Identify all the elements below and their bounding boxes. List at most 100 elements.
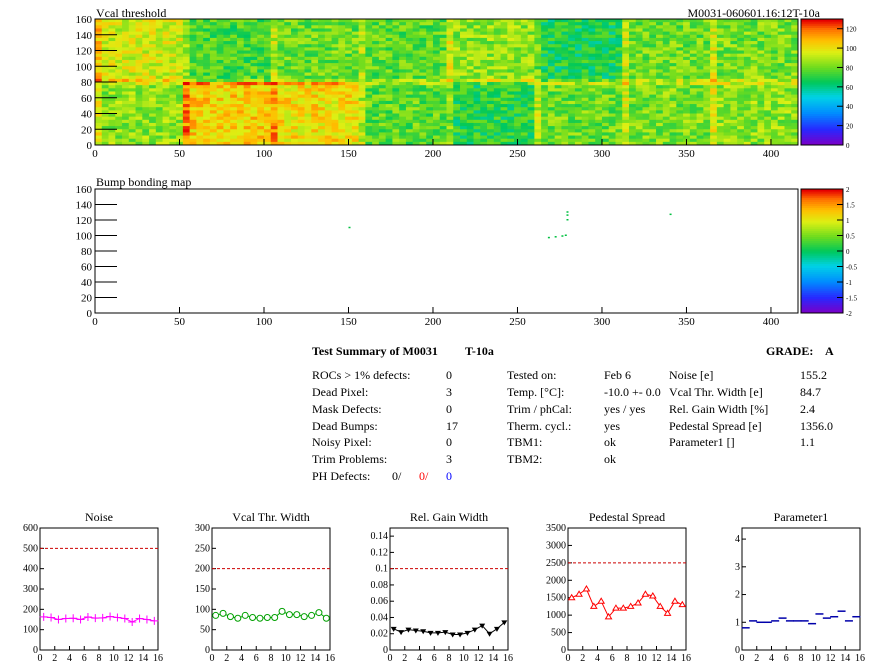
heatmap-cell: [182, 78, 191, 83]
heatmap-cell: [723, 94, 731, 99]
heatmap-cell: [635, 19, 643, 23]
heatmap-cell: [182, 107, 191, 111]
heatmap-cell: [331, 69, 339, 73]
heatmap-cell: [250, 63, 258, 67]
heatmap-cell: [487, 53, 495, 58]
heatmap-cell: [453, 69, 461, 73]
heatmap-cell: [777, 34, 785, 39]
heatmap-cell: [656, 72, 664, 77]
heatmap-cell: [770, 107, 779, 111]
heatmap-cell: [142, 119, 150, 124]
heatmap-cell: [358, 75, 366, 80]
heatmap-cell: [777, 50, 785, 55]
heatmap-cell: [588, 91, 596, 95]
x-tick-label: 4: [595, 653, 600, 664]
data-point: [61, 614, 70, 623]
heatmap-cell: [432, 53, 441, 58]
chart-title: Noise: [85, 510, 113, 524]
heatmap-cell: [439, 31, 447, 36]
heatmap-cell: [750, 113, 758, 118]
heatmap-cell: [236, 119, 245, 124]
colorbar-segment: [801, 298, 843, 302]
heatmap-cell: [730, 110, 738, 114]
colorbar-segment: [801, 261, 843, 264]
heatmap-cell: [764, 113, 772, 118]
heatmap-cell: [101, 85, 109, 89]
heatmap-cell: [182, 85, 191, 89]
heatmap-cell: [216, 63, 224, 67]
heatmap-cell: [95, 141, 103, 146]
heatmap-cell: [223, 31, 231, 36]
heatmap-cell: [683, 78, 691, 83]
heatmap-cell: [676, 82, 684, 86]
heatmap-cell: [385, 69, 393, 73]
heatmap-cell: [716, 47, 725, 51]
heatmap-cell: [122, 82, 130, 86]
heatmap-cell: [635, 97, 643, 102]
heatmap-cell: [615, 116, 623, 121]
heatmap-cell: [419, 37, 427, 42]
heatmap-cell: [432, 97, 441, 102]
heatmap-cell: [426, 85, 434, 89]
heatmap-cell: [149, 94, 157, 99]
heatmap-cell: [737, 104, 745, 108]
heatmap-cell: [649, 107, 657, 111]
heatmap-cell: [203, 53, 211, 58]
heatmap-cell: [460, 94, 468, 99]
heatmap-cell: [291, 63, 299, 67]
heatmap-cell: [385, 113, 393, 118]
heatmap-cell: [216, 56, 224, 61]
heatmap-cell: [493, 126, 501, 130]
heatmap-cell: [588, 113, 596, 118]
heatmap-cell: [622, 104, 630, 108]
colorbar-segment: [801, 75, 843, 79]
heatmap-cell: [115, 28, 123, 32]
heatmap-cell: [392, 132, 400, 136]
heatmap-cell: [182, 88, 191, 92]
heatmap-cell: [419, 69, 427, 73]
heatmap-cell: [710, 126, 718, 130]
heatmap-cell: [426, 88, 434, 92]
heatmap-cell: [189, 53, 197, 58]
heatmap-cell: [750, 82, 758, 86]
heatmap-cell: [399, 97, 407, 102]
heatmap-cell: [730, 53, 738, 58]
heatmap-cell: [460, 78, 468, 83]
heatmap-cell: [561, 44, 569, 48]
heatmap-cell: [385, 116, 393, 121]
heatmap-cell: [270, 110, 278, 114]
heatmap-cell: [770, 41, 779, 45]
heatmap-cell: [669, 100, 677, 105]
heatmap-cell: [764, 22, 772, 26]
heatmap-cell: [149, 56, 157, 61]
heatmap-cell: [209, 104, 218, 108]
heatmap-cell: [378, 53, 387, 58]
heatmap-cell: [737, 69, 745, 73]
heatmap-cell: [345, 22, 353, 26]
heatmap-cell: [493, 94, 501, 99]
heatmap-cell: [250, 91, 258, 95]
heatmap-cell: [723, 44, 731, 48]
heatmap-cell: [155, 25, 163, 29]
heatmap-cell: [203, 97, 211, 102]
summary-right-value: 84.7: [800, 385, 821, 399]
heatmap-cell: [419, 50, 427, 55]
heatmap-cell: [710, 94, 718, 99]
heatmap-cell: [399, 72, 407, 77]
heatmap-cell: [405, 59, 414, 64]
heatmap-cell: [568, 85, 576, 89]
heatmap-cell: [514, 91, 522, 95]
heatmap-cell: [297, 69, 305, 73]
heatmap-cell: [649, 25, 657, 29]
heatmap-cell: [656, 63, 664, 67]
x-tick-label: 4: [239, 653, 244, 664]
heatmap-cell: [574, 107, 583, 111]
heatmap-cell: [257, 107, 265, 111]
heatmap-cell: [392, 78, 400, 83]
heatmap-cell: [135, 135, 143, 140]
heatmap-cell: [446, 91, 454, 95]
heatmap-cell: [662, 132, 670, 136]
heatmap-cell: [426, 50, 434, 55]
heatmap-cell: [777, 94, 785, 99]
